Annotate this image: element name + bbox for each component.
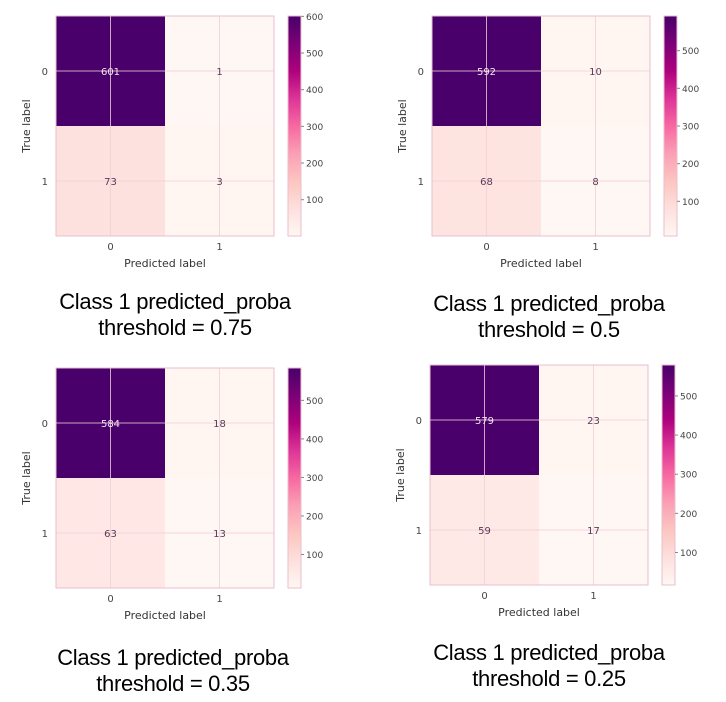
caption-threshold-0-35: Class 1 predicted_proba threshold = 0.35	[28, 645, 318, 697]
x-tick-label-0: 0	[107, 594, 113, 605]
y-tick-label-1: 1	[42, 177, 48, 188]
colorbar-tick-label-2: 300	[306, 123, 323, 133]
caption-threshold-0-25: Class 1 predicted_proba threshold = 0.25	[404, 640, 694, 692]
colorbar-tick-label-5: 600	[306, 13, 323, 23]
colorbar-tick-label-4: 500	[680, 392, 697, 402]
axes-frame	[431, 15, 651, 237]
cell-value-1-1: 13	[213, 529, 226, 540]
y-axis-label: True label	[396, 99, 409, 153]
x-axis-label: Predicted label	[124, 609, 206, 622]
colorbar-tick-label-3: 400	[682, 85, 699, 95]
cell-value-0-1: 23	[587, 416, 600, 427]
colorbar-tick-label-2: 300	[680, 471, 697, 481]
axes-frame	[55, 15, 275, 237]
x-tick-label-0: 0	[107, 242, 113, 253]
caption-line-1: Class 1 predicted_proba	[433, 640, 665, 665]
cell-value-0-0: 579	[475, 416, 494, 427]
y-axis-label: True label	[20, 451, 33, 505]
colorbar	[661, 364, 676, 586]
y-axis-label: True label	[20, 99, 33, 153]
colorbar	[663, 15, 678, 237]
caption-line-1: Class 1 predicted_proba	[59, 289, 291, 314]
colorbar-tick-label-3: 400	[306, 435, 323, 445]
confusion-matrix-threshold-0-35: 584 18 63 13 0 1 0 1 Predicted label True label 10…	[20, 367, 323, 622]
caption-threshold-0-75: Class 1 predicted_proba threshold = 0.75	[30, 289, 320, 341]
caption-line-1: Class 1 predicted_proba	[57, 645, 289, 670]
axes-frame	[55, 367, 275, 589]
cell-value-1-1: 17	[587, 526, 600, 537]
caption-line-1: Class 1 predicted_proba	[433, 291, 665, 316]
cell-value-1-0: 59	[478, 526, 491, 537]
y-tick-label-0: 0	[416, 416, 422, 427]
y-tick-label-0: 0	[418, 67, 424, 78]
colorbar	[287, 367, 302, 589]
colorbar-tick-label-1: 200	[306, 160, 323, 170]
colorbar-tick-label-3: 400	[680, 432, 697, 442]
colorbar-tick-label-2: 300	[306, 474, 323, 484]
cell-value-0-1: 18	[213, 419, 226, 430]
colorbar-tick-label-0: 100	[682, 198, 699, 208]
cell-value-0-0: 584	[101, 419, 120, 430]
caption-line-2: threshold = 0.35	[96, 671, 250, 696]
cell-value-0-0: 592	[477, 67, 496, 78]
axes-frame	[429, 364, 649, 586]
cell-value-1-0: 63	[104, 529, 117, 540]
cell-value-1-1: 8	[592, 177, 598, 188]
colorbar-tick-label-4: 500	[306, 50, 323, 60]
colorbar-tick-label-3: 400	[306, 86, 323, 96]
x-tick-label-0: 0	[483, 242, 489, 253]
y-tick-label-1: 1	[42, 529, 48, 540]
x-tick-label-1: 1	[216, 242, 222, 253]
colorbar-tick-label-4: 500	[306, 397, 323, 407]
colorbar-tick-label-1: 200	[306, 512, 323, 522]
cell-value-0-1: 1	[216, 67, 222, 78]
x-tick-label-1: 1	[216, 594, 222, 605]
confusion-matrix-threshold-0-75: 601 1 73 3 0 1 0 1 Predicted label True label 100 2…	[20, 13, 323, 270]
colorbar-tick-label-0: 100	[306, 551, 323, 561]
y-axis-label: True label	[394, 448, 407, 502]
cell-value-0-1: 10	[589, 67, 602, 78]
x-axis-label: Predicted label	[124, 257, 206, 270]
x-axis-label: Predicted label	[500, 257, 582, 270]
y-tick-label-0: 0	[42, 67, 48, 78]
cell-value-1-1: 3	[216, 177, 222, 188]
colorbar-tick-label-1: 200	[682, 160, 699, 170]
y-tick-label-1: 1	[416, 526, 422, 537]
caption-line-2: threshold = 0.25	[472, 666, 626, 691]
x-tick-label-0: 0	[481, 591, 487, 602]
cell-value-1-0: 73	[104, 177, 117, 188]
x-tick-label-1: 1	[592, 242, 598, 253]
x-tick-label-1: 1	[590, 591, 596, 602]
colorbar-tick-label-0: 100	[306, 196, 323, 206]
cell-value-0-0: 601	[101, 67, 120, 78]
confusion-matrix-threshold-0-25: 579 23 59 17 0 1 0 1 Predicted label True label 10…	[394, 364, 697, 619]
colorbar	[287, 15, 302, 237]
colorbar-tick-label-1: 200	[680, 510, 697, 520]
caption-line-2: threshold = 0.5	[478, 317, 620, 342]
colorbar-tick-label-2: 300	[682, 123, 699, 133]
colorbar-tick-label-4: 500	[682, 47, 699, 57]
x-axis-label: Predicted label	[498, 606, 580, 619]
cell-value-1-0: 68	[480, 177, 493, 188]
colorbar-tick-label-0: 100	[680, 549, 697, 559]
caption-threshold-0-5: Class 1 predicted_proba threshold = 0.5	[404, 291, 694, 343]
y-tick-label-0: 0	[42, 419, 48, 430]
caption-line-2: threshold = 0.75	[98, 315, 252, 340]
y-tick-label-1: 1	[418, 177, 424, 188]
